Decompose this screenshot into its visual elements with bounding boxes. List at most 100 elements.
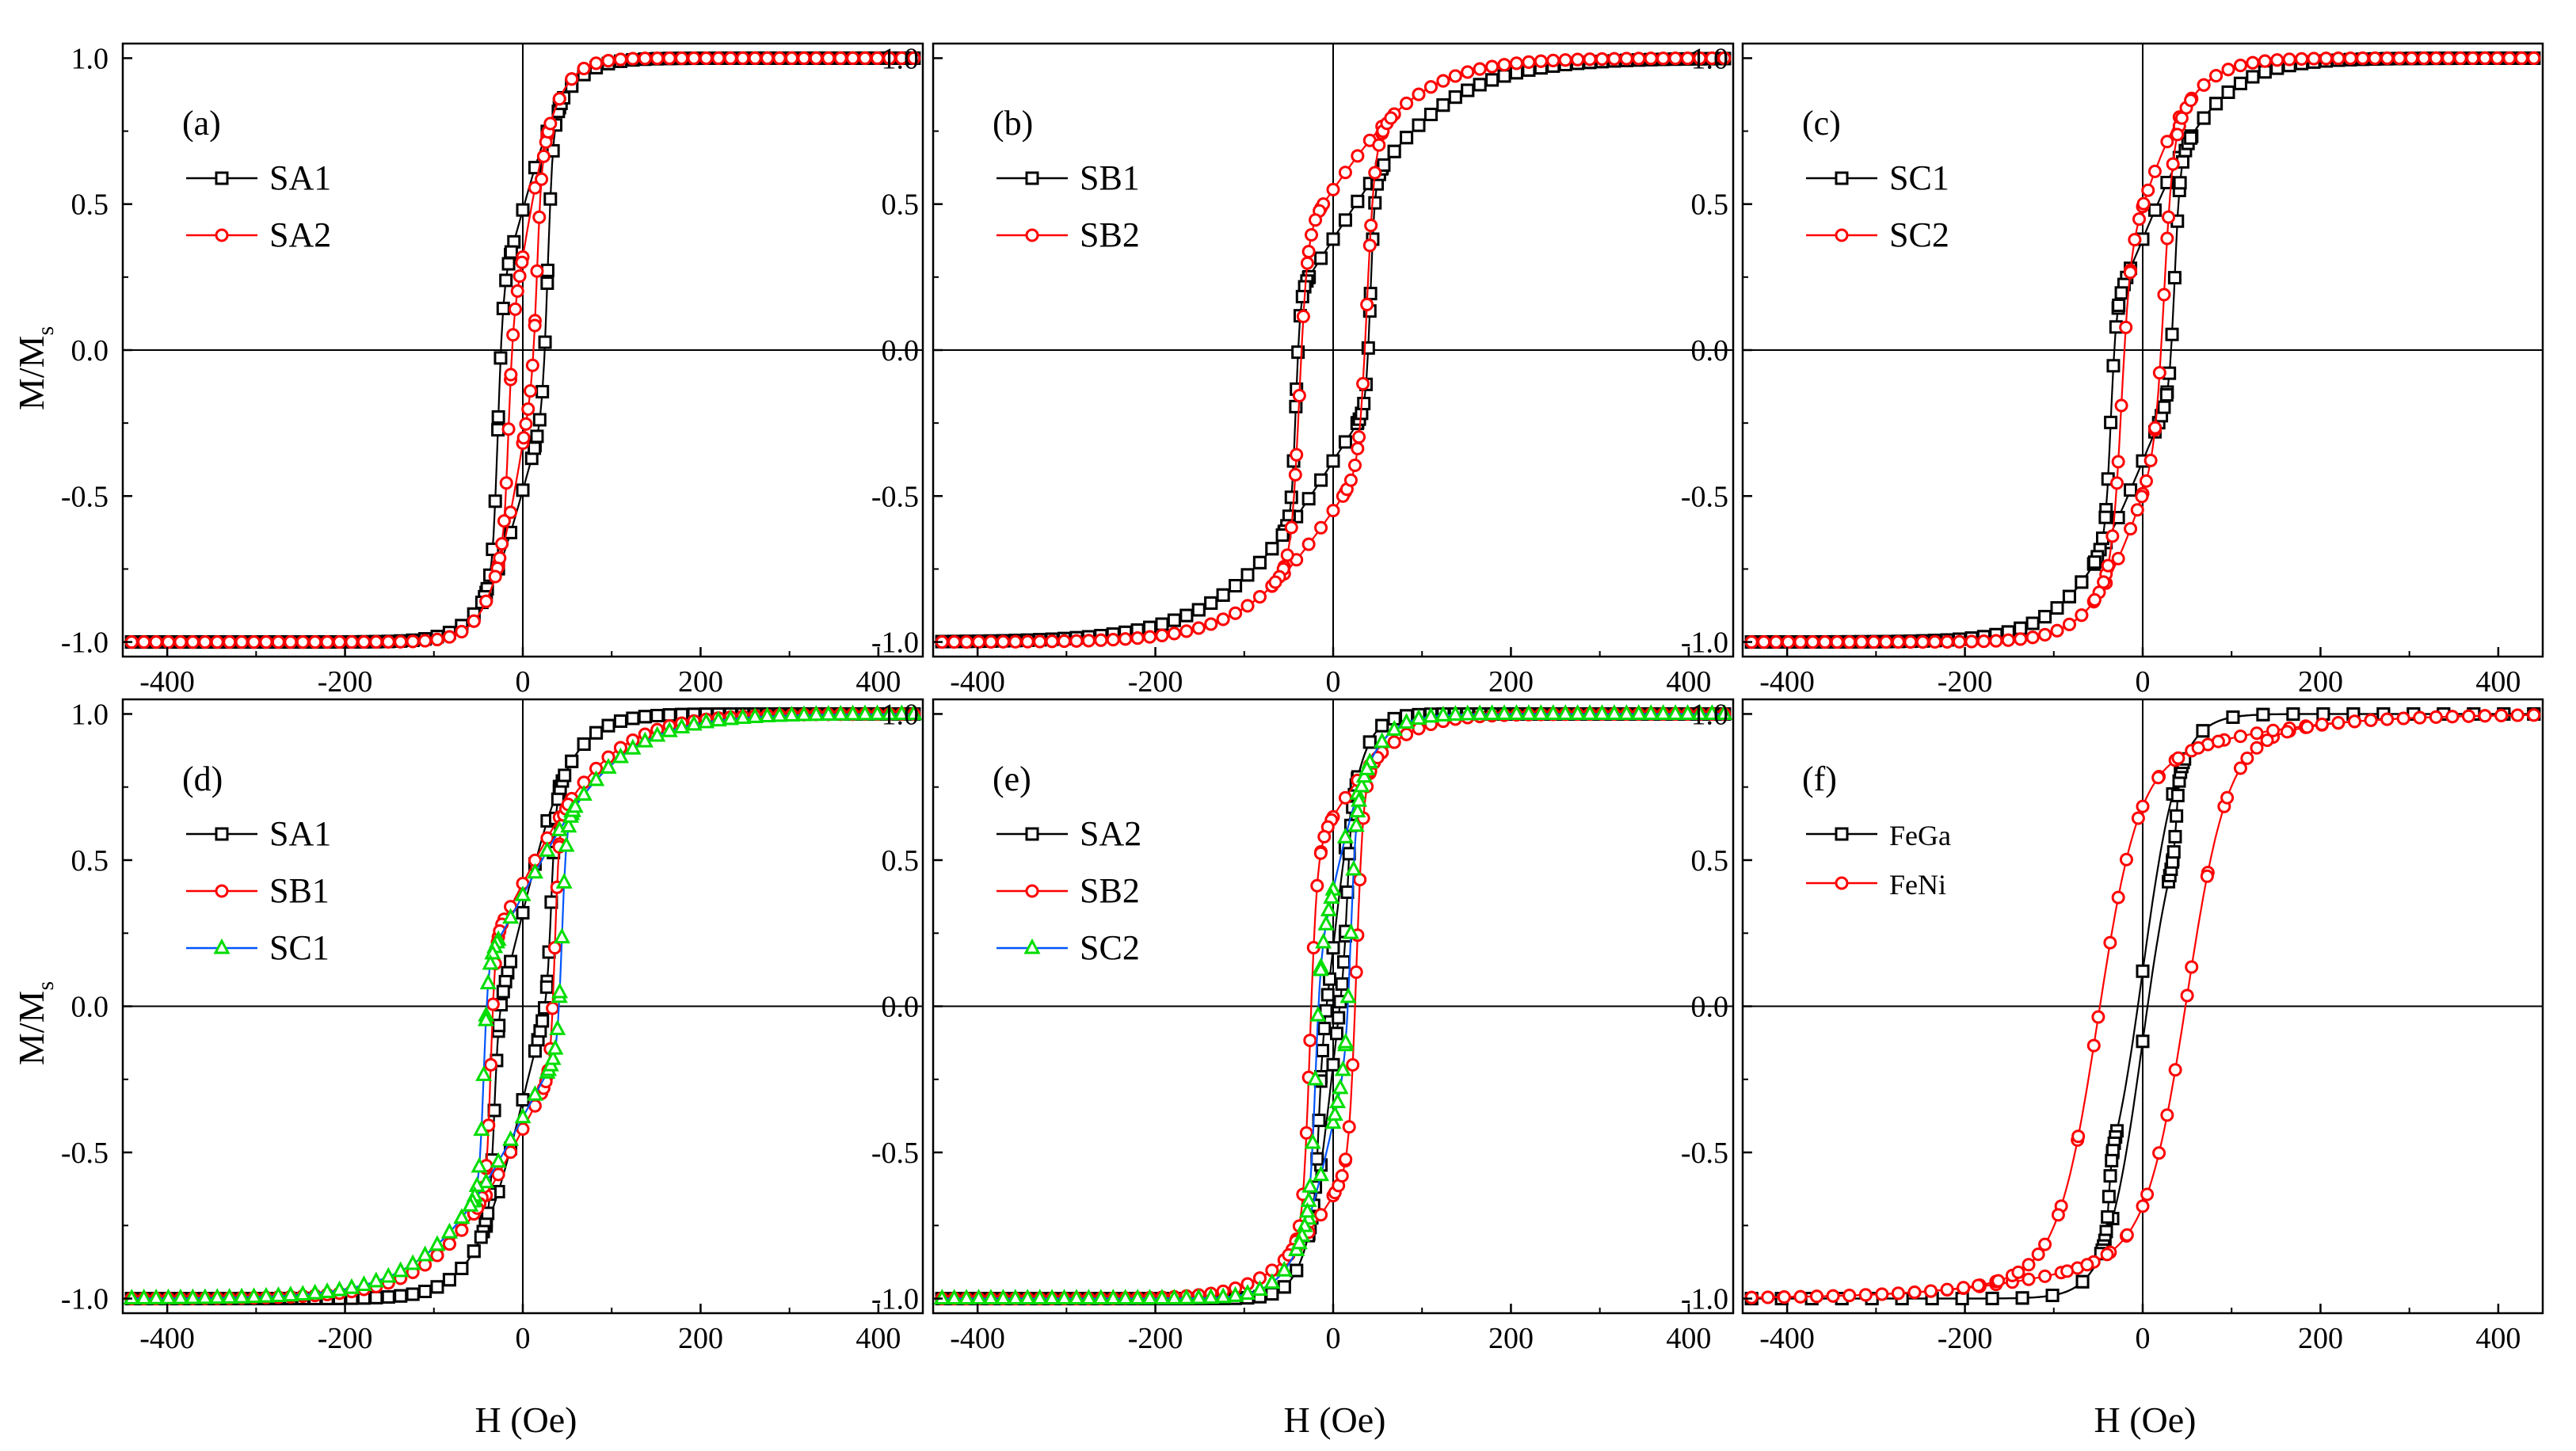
FeNi-point [2051, 1208, 2065, 1222]
FeNi-point [2233, 729, 2247, 744]
FeNi-point [2380, 712, 2395, 726]
SA2-point [687, 51, 701, 65]
legend-marker-SA2 [1025, 827, 1039, 841]
FeNi-point [2136, 1199, 2150, 1213]
SA1-point [381, 1290, 395, 1304]
SC2-point [1989, 634, 2003, 648]
SC1-point [820, 705, 837, 721]
SB2-point [1717, 51, 1732, 66]
FeNi-point [2364, 713, 2378, 727]
SC2-point [1239, 1284, 1256, 1300]
SA2-point [1335, 977, 1349, 991]
SA2-point [223, 635, 237, 649]
SB1-point [1155, 617, 1169, 631]
SC1-point [477, 1010, 494, 1026]
SC2-point [2130, 503, 2144, 517]
SC1-point [257, 1286, 275, 1303]
SB2-point [1155, 628, 1169, 642]
SC2-point [958, 1289, 975, 1305]
SA1-point [662, 708, 676, 722]
y-tick-label: 1.0 [71, 42, 109, 75]
SA2-point [1265, 1287, 1279, 1301]
SB2-point [1326, 182, 1340, 196]
x-tick-label: 0 [1326, 665, 1341, 699]
SC2-point [1903, 635, 1918, 649]
FeNi-point [2240, 751, 2254, 765]
SA2-point [516, 431, 531, 445]
SA2-point [137, 635, 151, 649]
SA1-point [638, 710, 652, 724]
SA2-point [1329, 1026, 1343, 1041]
SC1-point [2075, 575, 2089, 589]
SC2-point [2162, 210, 2176, 224]
FeNi-point [2060, 1264, 2075, 1278]
SA2-point [430, 632, 444, 646]
SC1-point [624, 738, 642, 755]
SB1-point [1357, 397, 1371, 411]
SB2-point [1069, 634, 1084, 648]
SC1-point [549, 1019, 566, 1035]
x-tick-label: -400 [1759, 665, 1815, 699]
SC1-point [2025, 616, 2040, 630]
SC1-point [759, 706, 776, 723]
SC1-point [2258, 65, 2272, 79]
SA1-point [474, 1230, 488, 1244]
SC2-point [1830, 635, 1844, 649]
SA2-point [173, 635, 188, 649]
SC1-point [462, 1196, 479, 1212]
SA2-point [784, 51, 798, 65]
FeNi-point [2103, 935, 2117, 950]
SA2-point [1332, 1011, 1346, 1025]
SA1-point [528, 441, 542, 455]
FeNi-point [1744, 1290, 1759, 1304]
SC2-point [2111, 551, 2125, 566]
SA1-point [532, 413, 547, 427]
SA2-point [394, 634, 408, 649]
SB1-point [1314, 251, 1328, 265]
SB1-point [491, 1167, 505, 1182]
SC2-point [2246, 55, 2260, 70]
legend-label-SB1: SB1 [1080, 158, 1140, 197]
SC2-point [2132, 212, 2147, 227]
SA2-point [528, 181, 542, 195]
plot-area [123, 704, 923, 1306]
SB2-point [1081, 634, 1096, 648]
SA2-point [247, 635, 261, 649]
SB1-point [1204, 596, 1218, 610]
SA1-point [504, 954, 518, 969]
x-tick-label: 400 [2475, 665, 2521, 699]
SA2-point [1342, 847, 1356, 861]
SC2-point [1165, 1289, 1183, 1304]
SA2-point [1316, 1043, 1330, 1057]
FeNi-point [2080, 1258, 2094, 1272]
SC1-point [147, 1289, 165, 1304]
SC2-point [2221, 63, 2235, 77]
SC2-point [2105, 529, 2120, 543]
SC2-point [1358, 760, 1376, 775]
FeNi-point [2151, 771, 2166, 785]
SB2-point [1497, 58, 1511, 72]
SC2-point [2124, 522, 2138, 536]
SC2-point [1329, 1092, 1347, 1109]
SB2-point [1284, 520, 1298, 535]
SA2-point [510, 284, 524, 299]
SC1-point [844, 704, 862, 721]
panel-label: (f) [1802, 760, 1837, 798]
legend-label-SB2: SB2 [1080, 215, 1140, 254]
SB2-point [1400, 96, 1414, 110]
SB1-point [1240, 568, 1255, 582]
SA2-point [711, 51, 726, 65]
x-tick-label: 0 [2136, 1322, 2151, 1355]
SC1-point [746, 707, 764, 723]
SB1-point [1377, 158, 1391, 172]
SA2-point [1277, 1280, 1291, 1294]
SA2-point [198, 635, 212, 649]
SA2-point [479, 594, 493, 608]
SC1-point [2246, 70, 2260, 84]
SC1-point [417, 1245, 434, 1262]
y-tick-label: 0.0 [71, 334, 109, 368]
SB2-point [1296, 310, 1310, 324]
SC1-point [2233, 76, 2247, 90]
FeGa-point [2045, 1289, 2060, 1303]
SB1-point [1368, 196, 1382, 210]
